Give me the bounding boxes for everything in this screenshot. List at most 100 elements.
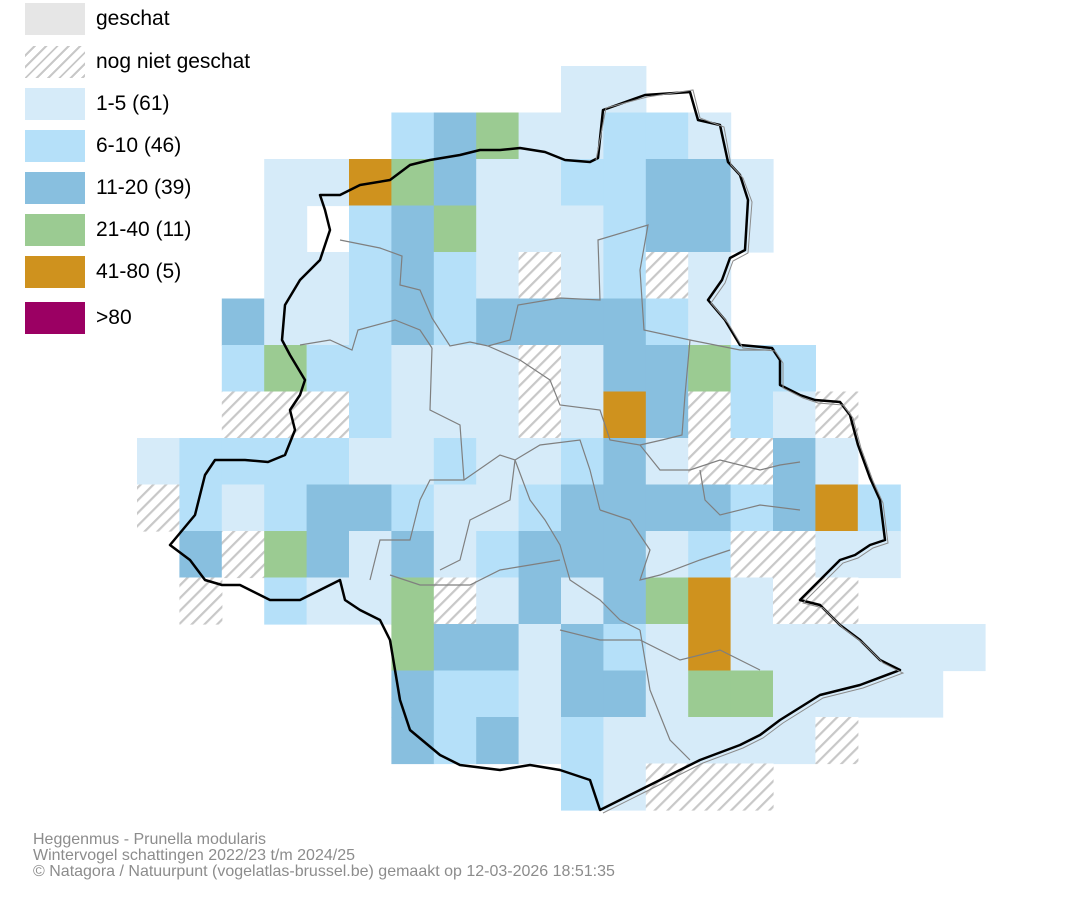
legend-swatch [25, 172, 85, 204]
grid-cell [688, 298, 732, 346]
grid-cell-not-estimated [688, 391, 732, 439]
copyright-notice: © Natagora / Natuurpunt (vogelatlas-brus… [33, 863, 615, 880]
species-name: Heggenmus - Prunella modularis [33, 831, 266, 848]
grid-cell [221, 345, 265, 393]
map-caption: Heggenmus - Prunella modularis Wintervog… [33, 832, 615, 880]
grid-cell [645, 577, 689, 625]
grid-cell [645, 159, 689, 207]
grid-cell [264, 531, 308, 579]
grid-cell [688, 159, 732, 207]
grid-cell [306, 159, 350, 207]
grid-cell [518, 298, 562, 346]
grid-cell [391, 205, 435, 253]
legend-label: nog niet geschat [96, 50, 251, 73]
grid-cell-not-estimated [815, 717, 859, 765]
legend-item-41-80: 41-80 (5) [25, 256, 181, 288]
legend-swatch [25, 46, 85, 78]
grid-cell [561, 438, 604, 486]
grid-cell [773, 717, 816, 765]
grid-cell [476, 577, 520, 625]
grid-cell [391, 252, 435, 300]
grid-cell [433, 717, 477, 765]
legend-label: 41-80 (5) [96, 260, 182, 283]
grid-cell [730, 205, 774, 253]
grid-cell [476, 205, 520, 253]
grid-cell [603, 624, 647, 672]
grid-cell [433, 531, 477, 579]
grid-cell [603, 484, 647, 532]
grid-cell [349, 345, 392, 393]
grid-cell [349, 205, 392, 253]
grid-cell [264, 345, 308, 393]
legend-swatch [25, 302, 85, 334]
grid-cell [476, 531, 520, 579]
grid-cell [433, 438, 477, 486]
legend-swatch [25, 88, 85, 120]
grid-cell [264, 205, 308, 253]
grid-cell [561, 624, 604, 672]
grid-cell [561, 159, 604, 207]
grid-cell [603, 438, 647, 486]
grid-cell [349, 484, 392, 532]
grid-cell [603, 531, 647, 579]
grid-cell [603, 252, 647, 300]
grid-cell [730, 159, 774, 207]
grid-cell [391, 112, 435, 160]
grid-cell [561, 484, 604, 532]
grid-cell [306, 252, 350, 300]
grid-cell [518, 717, 562, 765]
grid-cell [815, 438, 859, 486]
legend-label: 11-20 (39) [96, 176, 192, 199]
grid-cell [645, 624, 689, 672]
grid-cell-not-estimated [179, 577, 223, 625]
legend-item-1-5: 1-5 (61) [25, 88, 170, 120]
grid-cell [391, 159, 435, 207]
grid-cell [518, 159, 562, 207]
region-outline [168, 90, 902, 812]
grid-cell [518, 531, 562, 579]
grid-cell [433, 159, 477, 207]
grid-cell [561, 391, 604, 439]
grid-cell [476, 484, 520, 532]
grid-cell [561, 298, 604, 346]
grid-cell [518, 484, 562, 532]
grid-cell [730, 345, 774, 393]
grid-cell-not-estimated [264, 391, 308, 439]
grid-cell-not-estimated [815, 577, 859, 625]
grid-cell [900, 670, 944, 718]
grid-cell-not-estimated [773, 577, 816, 625]
grid-cell [179, 531, 223, 579]
grid-cell-not-estimated [221, 391, 265, 439]
grid-cell [900, 624, 944, 672]
grid-cell [476, 391, 520, 439]
grid-cell [688, 577, 732, 625]
grid-cell [264, 484, 308, 532]
grid-cell [857, 624, 901, 672]
legend-swatch [25, 256, 85, 288]
legend-swatch [25, 214, 85, 246]
grid-cell [561, 670, 604, 718]
grid-cell [518, 112, 562, 160]
grid-cell [221, 484, 265, 532]
grid-cell [730, 577, 774, 625]
grid-cell [349, 577, 392, 625]
grid-cell [561, 345, 604, 393]
grid-cell [518, 577, 562, 625]
grid-cell-not-estimated [773, 531, 816, 579]
grid-cell [433, 624, 477, 672]
grid-cell-not-estimated [815, 391, 859, 439]
grid-cell [433, 252, 477, 300]
grid-cell [645, 391, 689, 439]
grid-cell [773, 438, 816, 486]
grid-cell [306, 531, 350, 579]
grid-cell [773, 624, 816, 672]
grid-cell [603, 577, 647, 625]
grid-cell [221, 298, 265, 346]
grid-cell-not-estimated [688, 763, 732, 811]
grid-cell [603, 298, 647, 346]
legend-item-nog-niet-geschat: nog niet geschat [25, 46, 250, 78]
grid-cell-not-estimated [730, 763, 774, 811]
grid-cell [476, 112, 520, 160]
grid-cell [391, 438, 435, 486]
